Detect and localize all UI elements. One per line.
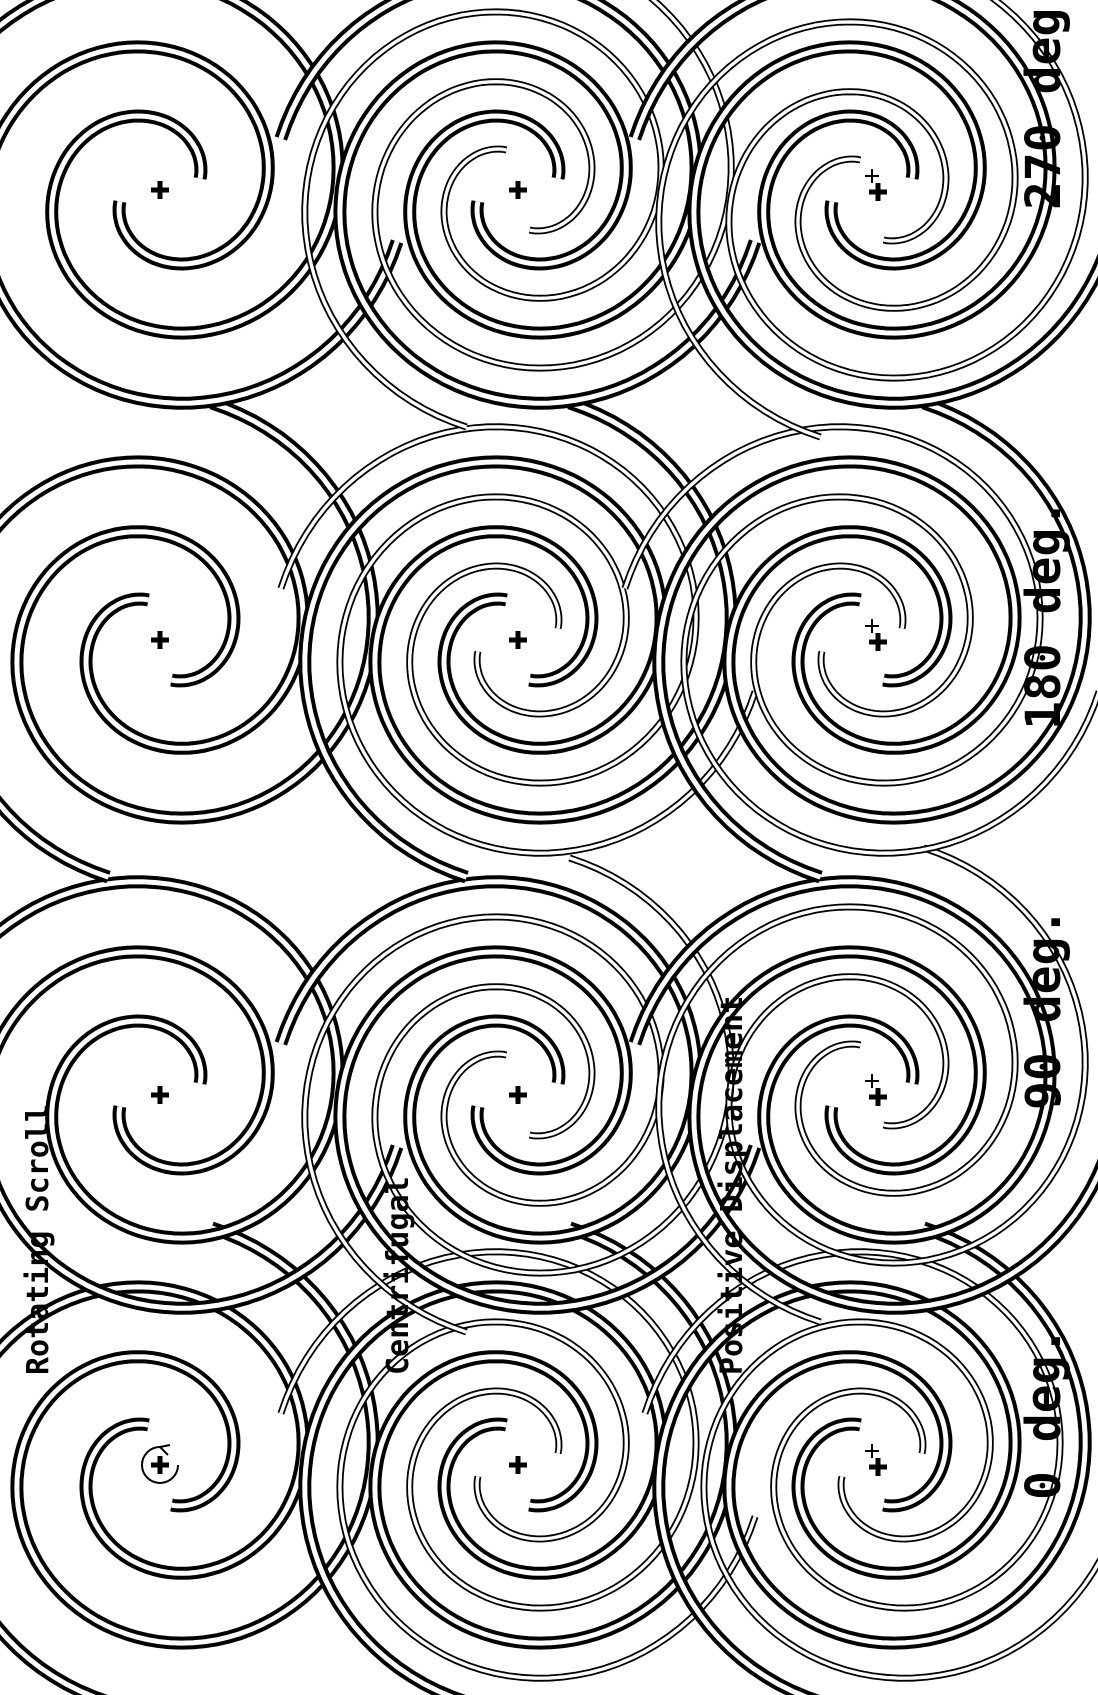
scroll-spiral-core-positive-0-0 <box>656 1284 1018 1695</box>
overlay-spiral-core-positive-0-0 <box>702 1320 1098 1680</box>
rotation-arrow-icon <box>141 1446 179 1484</box>
overlay-spiral-core-centrifugal-180-1 <box>338 495 757 855</box>
scroll-spiral-core-positive-270-1 <box>691 44 1098 406</box>
scroll-spiral-core-positive-0-1 <box>726 1225 1088 1646</box>
overlay-spiral-core-centrifugal-0-0 <box>338 1320 757 1680</box>
scroll-spiral-core-rotating-270-1 <box>0 44 400 406</box>
scroll-spiral-core-rotating-180-0 <box>14 400 376 821</box>
row-label-positive: Positive Displacement <box>715 996 750 1375</box>
overlay-spiral-core-positive-270-1 <box>727 0 1087 380</box>
scroll-spiral-core-centrifugal-90-1 <box>278 879 699 1241</box>
overlay-spiral-core-positive-0-1 <box>643 1250 1062 1610</box>
rotation-arrowhead-icon <box>157 1444 171 1456</box>
scroll-spiral-core-positive-180-1 <box>656 459 1018 880</box>
scroll-spiral-core-rotating-270-0 <box>0 0 341 336</box>
scroll-spiral-core-positive-90-1 <box>632 879 1053 1241</box>
scroll-spiral-core-positive-90-0 <box>691 949 1098 1311</box>
angle-label-270: 270 deg. <box>1016 0 1072 210</box>
scroll-spiral-core-rotating-0-1 <box>14 1225 376 1646</box>
row-label-centrifugal: Centrifugal <box>381 1176 416 1375</box>
overlay-spiral-core-positive-90-0 <box>727 846 1087 1265</box>
row-label-rotating: Rotating Scroll <box>21 1104 56 1375</box>
scroll-spiral-core-positive-180-0 <box>726 400 1088 821</box>
overlay-spiral-core-positive-180-1 <box>682 495 1098 855</box>
overlay-spiral-core-positive-180-0 <box>623 425 1042 785</box>
overlay-spiral-core-centrifugal-90-0 <box>373 856 733 1275</box>
scroll-spiral-core-centrifugal-270-1 <box>337 44 758 406</box>
overlay-spiral-core-centrifugal-270-1 <box>373 0 733 370</box>
scroll-spiral-core-centrifugal-90-0 <box>337 949 758 1311</box>
overlay-spiral-core-positive-270-0 <box>657 20 1017 439</box>
scroll-spiral-core-centrifugal-270-0 <box>278 0 699 336</box>
scroll-spiral-core-rotating-90-0 <box>0 949 400 1311</box>
overlay-spiral-core-centrifugal-0-1 <box>279 1250 698 1610</box>
angle-label-180: 180 deg. <box>1016 499 1072 730</box>
scroll-spiral-core-positive-270-0 <box>632 0 1053 336</box>
overlay-spiral-core-centrifugal-180-0 <box>279 425 698 785</box>
scroll-spiral-core-rotating-90-1 <box>0 879 341 1241</box>
angle-label-0: 0 deg. <box>1016 1327 1072 1500</box>
angle-label-90: 90 deg. <box>1016 908 1072 1110</box>
overlay-spiral-core-positive-90-1 <box>657 905 1017 1324</box>
